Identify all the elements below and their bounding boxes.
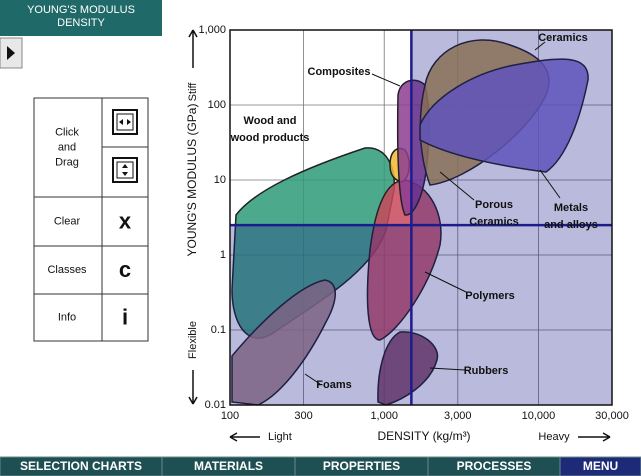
region-label: Ceramics [538,32,588,44]
tool-label: Click [55,126,79,138]
leader-line [439,171,475,201]
arrow [229,432,260,442]
arrow [188,370,198,405]
x-high-label: Heavy [538,431,570,443]
tool-panel [33,97,149,342]
region-label: Polymers [465,290,515,302]
drag-icon-inner [116,161,134,179]
nav-label[interactable]: SELECTION CHARTS [20,459,142,473]
tool-label: Info [58,311,76,323]
expand-arrow [7,46,15,60]
plot-frame [229,29,613,406]
material-region [366,179,442,341]
selection-shade [230,30,612,405]
region-label: Composites [308,66,371,78]
nav-label[interactable]: PROPERTIES [323,459,400,473]
tool-icon[interactable]: x [119,208,132,233]
y-tick-label: 0.1 [211,324,226,336]
nav-label[interactable]: PROCESSES [457,459,532,473]
y-low-label: Flexible [187,321,199,359]
region-label: Metals [554,202,588,214]
leader-line [429,367,466,371]
region-label: Ceramics [469,216,519,228]
drag-icon-arrows [122,164,128,176]
y-axis-label: YOUNG'S MODULUS (GPa) [185,104,199,257]
leader-line [539,169,561,199]
leader-line [304,373,321,385]
leader-line [424,271,467,293]
y-tick-label: 100 [208,99,226,111]
nav-button[interactable] [559,456,641,476]
y-tick-label: 10 [214,174,226,186]
region-label: Foams [316,379,351,391]
leader-line [534,41,546,51]
header-title: YOUNG'S MODULUS [27,4,135,16]
tool-label: Clear [54,215,81,227]
y-tick-label: 1 [220,249,226,261]
y-high-label: Stiff [187,82,199,102]
x-tick-label: 10,000 [522,410,556,422]
material-region [419,58,589,173]
x-axis-label: DENSITY (kg/m³) [377,429,470,443]
material-region [231,279,336,406]
nav-label[interactable]: MATERIALS [194,459,263,473]
tool-label: Drag [55,156,79,168]
drag-icon-arrows [119,119,131,125]
tool-icon[interactable]: c [119,257,131,282]
x-tick-label: 1,000 [370,410,398,422]
header-title: DENSITY [57,17,105,29]
region-label: and alloys [544,219,598,231]
header-box [0,0,162,36]
tool-icon[interactable]: i [122,304,128,329]
x-tick-label: 3,000 [444,410,472,422]
arrow [578,432,611,442]
y-tick-label: 1,000 [198,24,226,36]
chart: Wood and wood products Foams Polymers Rubber… [185,24,629,443]
tool-label: and [58,141,76,153]
arrow [188,29,198,68]
x-tick-label: 100 [221,410,239,422]
x-tick-label: 30,000 [595,410,629,422]
region-label: Porous [475,199,513,211]
nav-label[interactable]: MENU [583,459,618,473]
leader-line [371,73,401,87]
material-region [377,331,439,406]
y-tick-label: 0.01 [205,399,226,411]
x-low-label: Light [268,431,292,443]
drag-icon-inner [116,113,134,131]
x-tick-label: 300 [294,410,312,422]
region-label: Rubbers [464,365,509,377]
tool-label: Classes [47,264,87,276]
region-label: wood products [230,132,310,144]
region-label: Wood and [244,115,297,127]
